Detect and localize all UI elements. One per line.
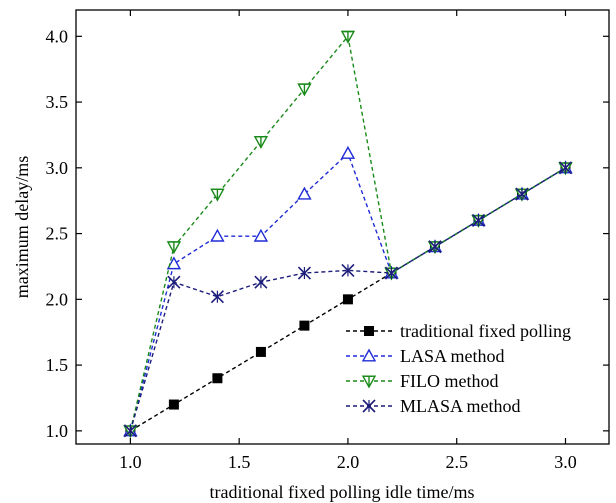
y-tick-label: 1.5 bbox=[46, 355, 69, 375]
plot-frame bbox=[76, 10, 609, 444]
y-tick-label: 2.5 bbox=[46, 224, 69, 244]
y-tick-label: 3.0 bbox=[46, 158, 69, 178]
x-tick-label: 1.0 bbox=[119, 452, 142, 472]
legend-marker bbox=[363, 400, 375, 412]
legend-marker bbox=[363, 376, 375, 387]
x-tick-label: 1.5 bbox=[228, 452, 251, 472]
y-tick-label: 1.0 bbox=[46, 421, 69, 441]
legend-label: MLASA method bbox=[400, 396, 521, 416]
y-tick-label: 2.0 bbox=[46, 289, 69, 309]
legend-item: LASA method bbox=[346, 346, 505, 366]
legend-marker bbox=[365, 327, 374, 336]
data-point bbox=[168, 242, 180, 253]
data-point bbox=[211, 291, 223, 303]
legend-label: traditional fixed polling bbox=[400, 321, 571, 341]
data-point bbox=[343, 295, 352, 304]
legend-label: FILO method bbox=[400, 371, 499, 391]
legend-label: LASA method bbox=[400, 346, 505, 366]
data-point bbox=[169, 400, 178, 409]
data-point bbox=[256, 347, 265, 356]
y-tick-label: 3.5 bbox=[46, 92, 69, 112]
series bbox=[124, 147, 571, 435]
x-tick-label: 3.0 bbox=[554, 452, 577, 472]
data-point bbox=[342, 147, 354, 158]
x-axis-label: traditional fixed polling idle time/ms bbox=[210, 482, 475, 502]
data-point bbox=[255, 276, 267, 288]
axis-ticks: 1.0 1.5 2.0 2.5 3.0 1.0 1.5 2.0 2.5 3.0 3.5 4.0 bbox=[46, 10, 610, 472]
data-point bbox=[300, 321, 309, 330]
data-point bbox=[213, 374, 222, 383]
data-point bbox=[255, 137, 267, 148]
series bbox=[126, 163, 570, 435]
series bbox=[124, 32, 571, 437]
x-tick-label: 2.0 bbox=[337, 452, 360, 472]
data-point bbox=[298, 188, 310, 199]
data-point bbox=[168, 276, 180, 288]
series-layer bbox=[124, 32, 571, 437]
series-line bbox=[130, 36, 565, 431]
series-line bbox=[130, 153, 565, 430]
legend-marker bbox=[363, 350, 375, 361]
data-point bbox=[211, 189, 223, 200]
y-axis-label: maximum delay/ms bbox=[12, 156, 32, 298]
y-tick-label: 4.0 bbox=[46, 26, 69, 46]
legend-item: FILO method bbox=[346, 371, 499, 391]
legend-item: traditional fixed polling bbox=[346, 321, 571, 341]
data-point bbox=[211, 230, 223, 241]
legend: traditional fixed polling LASA method FILO… bbox=[346, 321, 571, 416]
x-tick-label: 2.5 bbox=[445, 452, 468, 472]
legend-item: MLASA method bbox=[346, 396, 521, 416]
